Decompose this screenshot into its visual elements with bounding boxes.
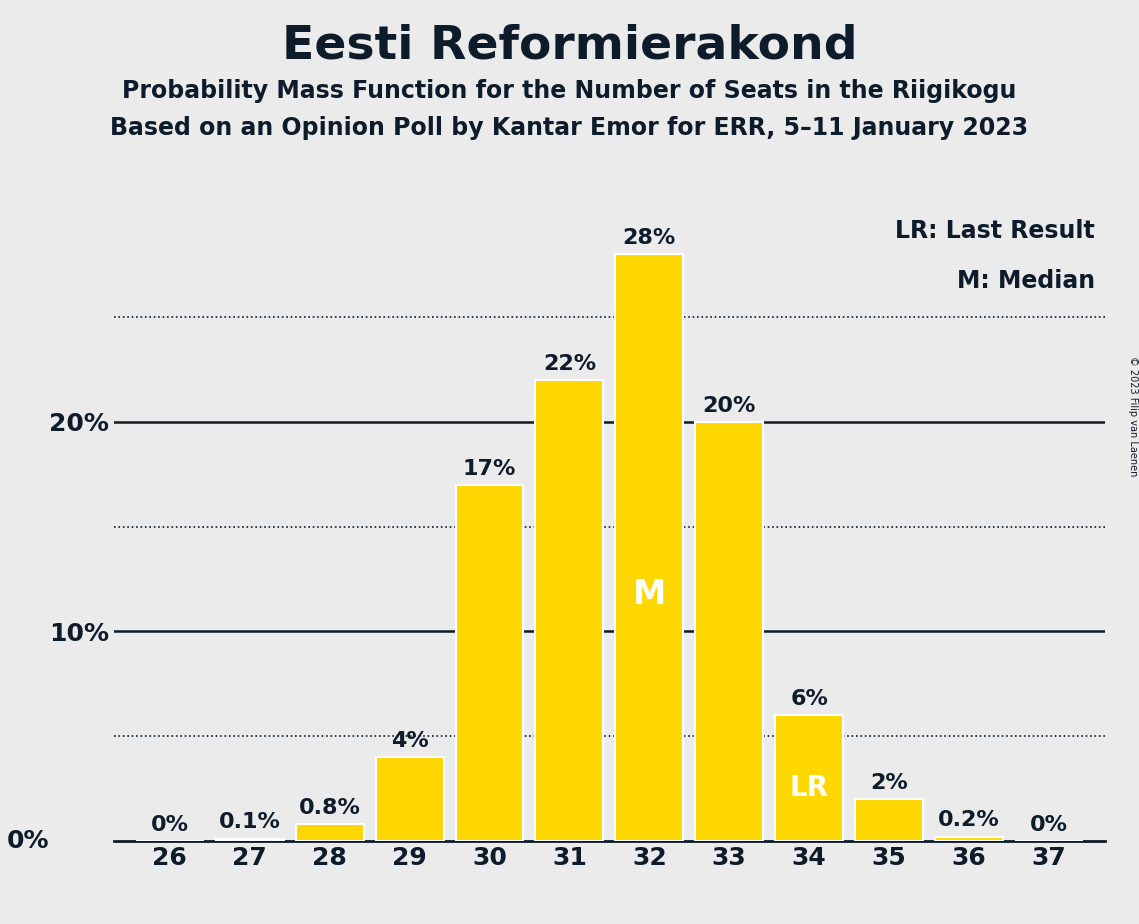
Text: 6%: 6%: [790, 689, 828, 709]
Text: LR: LR: [789, 774, 829, 802]
Text: © 2023 Filip van Laenen: © 2023 Filip van Laenen: [1129, 356, 1138, 476]
Bar: [376, 757, 443, 841]
Text: Based on an Opinion Poll by Kantar Emor for ERR, 5–11 January 2023: Based on an Opinion Poll by Kantar Emor …: [110, 116, 1029, 140]
Text: 22%: 22%: [543, 354, 596, 374]
Bar: [535, 380, 604, 841]
Bar: [855, 799, 923, 841]
Text: 2%: 2%: [870, 772, 908, 793]
Bar: [695, 422, 763, 841]
Text: 0.2%: 0.2%: [939, 810, 1000, 831]
Bar: [615, 254, 683, 841]
Text: 4%: 4%: [391, 731, 428, 751]
Text: LR: Last Result: LR: Last Result: [895, 219, 1095, 243]
Text: 0%: 0%: [1030, 815, 1068, 834]
Text: 20%: 20%: [703, 395, 756, 416]
Bar: [935, 836, 1003, 841]
Text: 17%: 17%: [462, 458, 516, 479]
Text: 28%: 28%: [623, 228, 675, 249]
Text: M: M: [632, 578, 666, 611]
Text: 0.8%: 0.8%: [298, 797, 361, 818]
Text: 0.1%: 0.1%: [219, 812, 280, 833]
Text: Eesti Reformierakond: Eesti Reformierakond: [281, 23, 858, 68]
Bar: [776, 715, 843, 841]
Text: 0%: 0%: [7, 829, 49, 853]
Bar: [215, 839, 284, 841]
Text: M: Median: M: Median: [957, 269, 1095, 293]
Bar: [296, 824, 363, 841]
Bar: [456, 485, 524, 841]
Text: 0%: 0%: [150, 815, 189, 834]
Text: Probability Mass Function for the Number of Seats in the Riigikogu: Probability Mass Function for the Number…: [122, 79, 1017, 103]
